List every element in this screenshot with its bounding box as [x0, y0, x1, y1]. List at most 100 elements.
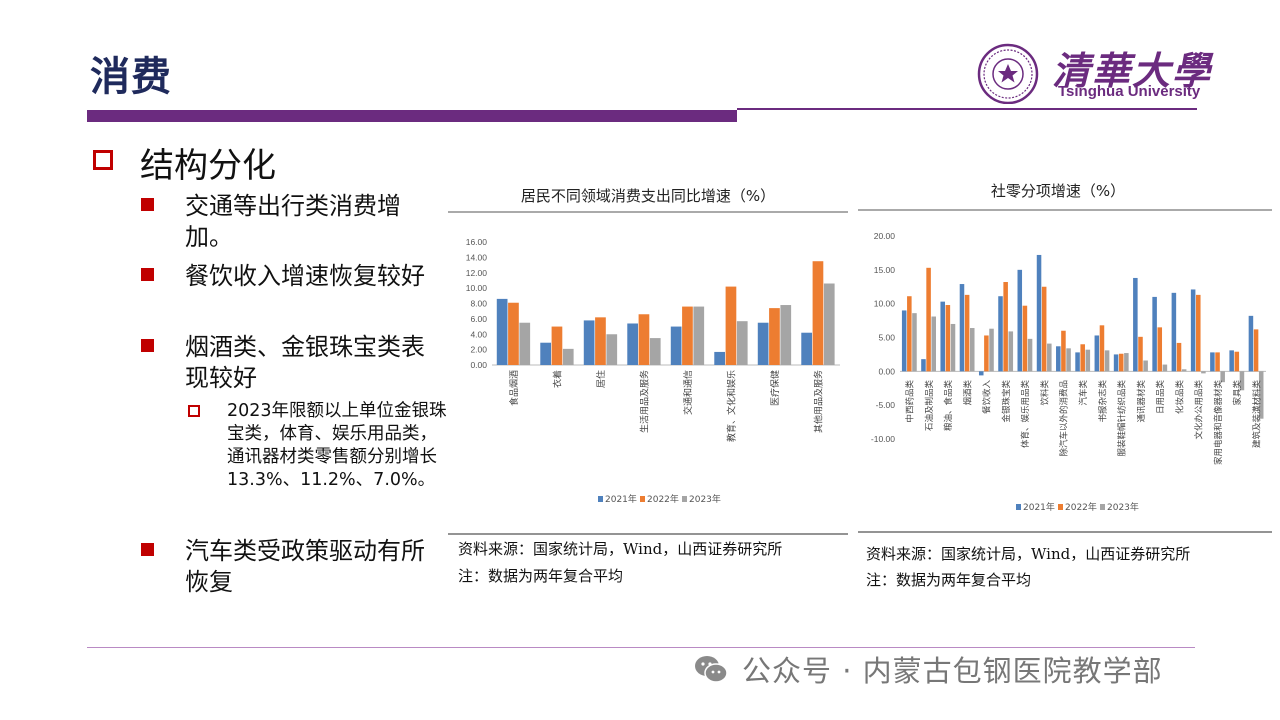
section-heading: 结构分化 [140, 146, 276, 186]
footer-line [87, 647, 1195, 648]
title-underline-bar [87, 110, 737, 122]
chart1-source: 资料来源：国家统计局，Wind，山西证券研究所 [458, 540, 783, 558]
category-label: 交通和通信 [682, 370, 694, 415]
bar-2022年 [1003, 282, 1008, 372]
bar-2022年 [1022, 305, 1028, 372]
bar-2023年 [1104, 350, 1110, 372]
category-label: 除汽车以外的消费品 [1059, 380, 1070, 457]
category-label: 日用品类 [1155, 380, 1166, 415]
y-tick-label: 2.00 [470, 345, 487, 355]
bar-2021年 [1094, 335, 1100, 372]
y-tick-label: 0.00 [470, 360, 487, 370]
bullet-text: 烟酒类、金银珠宝类表现较好 [185, 333, 425, 392]
bar-2022年 [812, 261, 824, 365]
bar-2022年 [1061, 330, 1066, 372]
category-label: 食品烟酒 [508, 370, 520, 406]
tsinghua-logo [977, 43, 1039, 104]
chart2-source: 资料来源：国家统计局，Wind，山西证券研究所 [866, 545, 1191, 563]
hollow-square-sub-bullet-icon [188, 405, 200, 417]
category-label: 文化办公用品类 [1194, 380, 1205, 440]
bar-2023年 [1047, 343, 1052, 372]
category-label: 中西药品类 [905, 380, 916, 423]
bar-2022年 [1196, 294, 1201, 372]
y-tick-label: 4.00 [470, 329, 487, 339]
bar-2022年 [945, 305, 951, 372]
title-underline-line [737, 108, 1197, 110]
bar-2022年 [926, 267, 931, 372]
bar-2023年 [1085, 349, 1091, 372]
bar-2021年 [1248, 315, 1254, 372]
bar-2021年 [959, 284, 965, 372]
legend-label: 2023年 [1107, 501, 1139, 513]
legend-label: 2023年 [689, 493, 721, 505]
bar-2021年 [1190, 289, 1196, 372]
category-label: 书报杂志类 [1097, 380, 1108, 423]
bar-2021年 [496, 298, 508, 365]
bar-2023年 [649, 338, 661, 365]
bar-2023年 [1162, 364, 1168, 372]
y-tick-label: 20.00 [874, 231, 896, 241]
bar-2021年 [1229, 350, 1234, 372]
bar-2021年 [757, 322, 769, 365]
bar-2021年 [1133, 277, 1138, 372]
bar-2023年 [1066, 348, 1071, 372]
y-tick-label: 10.00 [874, 299, 896, 309]
bar-2022年 [1215, 352, 1220, 372]
bar-2021年 [998, 296, 1003, 372]
bar-2021年 [1152, 296, 1157, 372]
bar-2023年 [912, 313, 917, 372]
square-bullet-icon [141, 339, 154, 352]
category-label: 衣着 [551, 370, 563, 388]
bar-2023年 [950, 323, 956, 372]
bar-2021年 [714, 351, 725, 365]
sub-bullet-text: 2023年限额以上单位金银珠宝类，体育、娱乐用品类，通讯器材类零售额分别增长 1… [227, 401, 447, 490]
bar-2022年 [769, 308, 780, 365]
bar-2022年 [1080, 344, 1085, 372]
y-tick-label: 8.00 [470, 299, 487, 309]
category-label: 汽车类 [1078, 380, 1089, 406]
y-tick-label: -10.00 [871, 434, 895, 444]
bar-2022年 [907, 296, 912, 372]
bar-2023年 [606, 334, 618, 365]
bar-2023年 [780, 305, 792, 365]
category-label: 居住 [595, 370, 607, 388]
bar-2021年 [940, 301, 945, 372]
bar-2022年 [1157, 327, 1163, 372]
square-bullet-icon [141, 268, 154, 281]
bar-2022年 [1118, 353, 1124, 372]
bar-2021年 [1075, 352, 1080, 372]
bar-2021年 [1210, 352, 1215, 372]
legend-label: 2022年 [647, 493, 679, 505]
bar-2021年 [583, 320, 595, 365]
category-label: 餐饮收入 [982, 380, 993, 415]
bar-2022年 [638, 314, 650, 365]
category-label: 生活用品及服务 [638, 370, 650, 433]
bar-2023年 [562, 348, 574, 365]
chart2-title: 社零分项增速（%） [990, 182, 1126, 200]
bar-2021年 [801, 332, 812, 365]
bar-2023年 [1258, 371, 1264, 419]
university-seal-icon [977, 43, 1039, 104]
legend-swatch [1058, 504, 1063, 510]
category-label: 教育、文化和娱乐 [725, 370, 737, 442]
bar-2022年 [1099, 325, 1105, 372]
bar-2022年 [508, 302, 519, 365]
category-label: 家具类 [1232, 380, 1243, 406]
category-label: 体育、娱乐用品类 [1020, 380, 1031, 449]
bar-2023年 [693, 306, 705, 365]
watermark-text: 公众号 · 内蒙古包钢医院教学部 [742, 654, 1163, 688]
bar-2023年 [1220, 371, 1225, 383]
bar-2021年 [1171, 292, 1177, 372]
category-label: 化妆品类 [1174, 380, 1185, 415]
bar-2022年 [682, 306, 693, 365]
bar-2022年 [595, 317, 606, 365]
bar-2022年 [1041, 286, 1047, 372]
category-label: 其他用品及服务 [812, 370, 824, 433]
bar-2021年 [1036, 254, 1042, 372]
bar-2021年 [921, 359, 926, 372]
category-label: 金银珠宝类 [1001, 380, 1012, 423]
chart1-note: 注：数据为两年复合平均 [458, 567, 624, 585]
category-label: 石油及制品类 [924, 380, 935, 432]
bar-2022年 [551, 326, 563, 365]
square-bullet-icon [141, 543, 154, 556]
